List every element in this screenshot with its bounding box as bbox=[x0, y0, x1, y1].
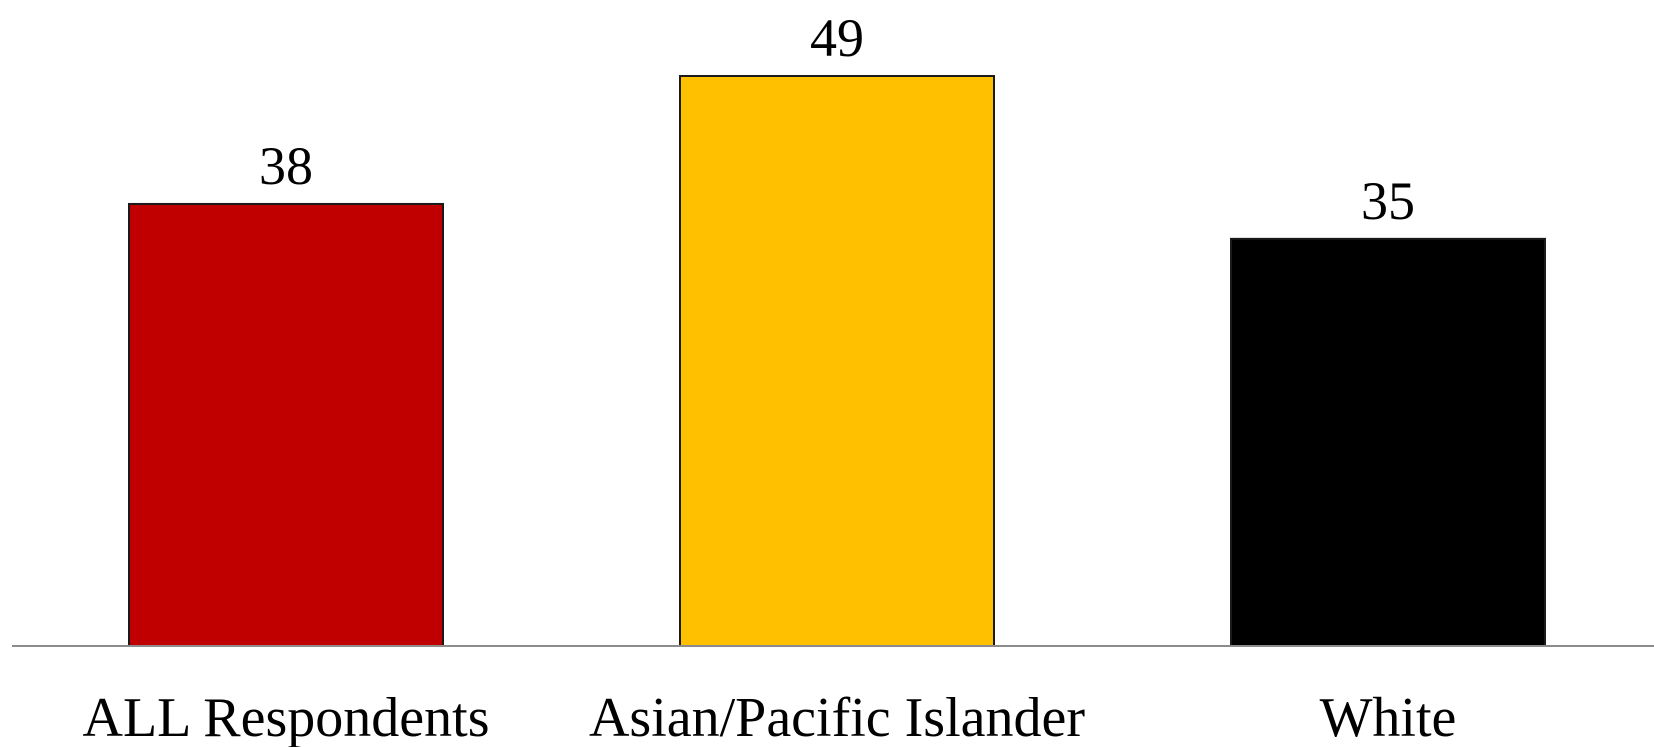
x-tick-label-2: White bbox=[1320, 687, 1457, 747]
x-tick-labels-group: ALL Respondents Asian/Pacific Islander Whi… bbox=[83, 687, 1457, 747]
bar-2 bbox=[1230, 237, 1546, 647]
x-tick-label-1: Asian/Pacific Islander bbox=[589, 687, 1085, 747]
bar-0 bbox=[128, 202, 444, 647]
data-label-1: 49 bbox=[810, 8, 864, 68]
data-label-0: 38 bbox=[259, 136, 313, 196]
data-labels-group: 38 49 35 bbox=[259, 8, 1415, 231]
bar-1 bbox=[679, 75, 995, 647]
x-tick-label-0: ALL Respondents bbox=[83, 687, 490, 747]
bars-group bbox=[128, 75, 1546, 647]
data-label-2: 35 bbox=[1361, 171, 1415, 231]
